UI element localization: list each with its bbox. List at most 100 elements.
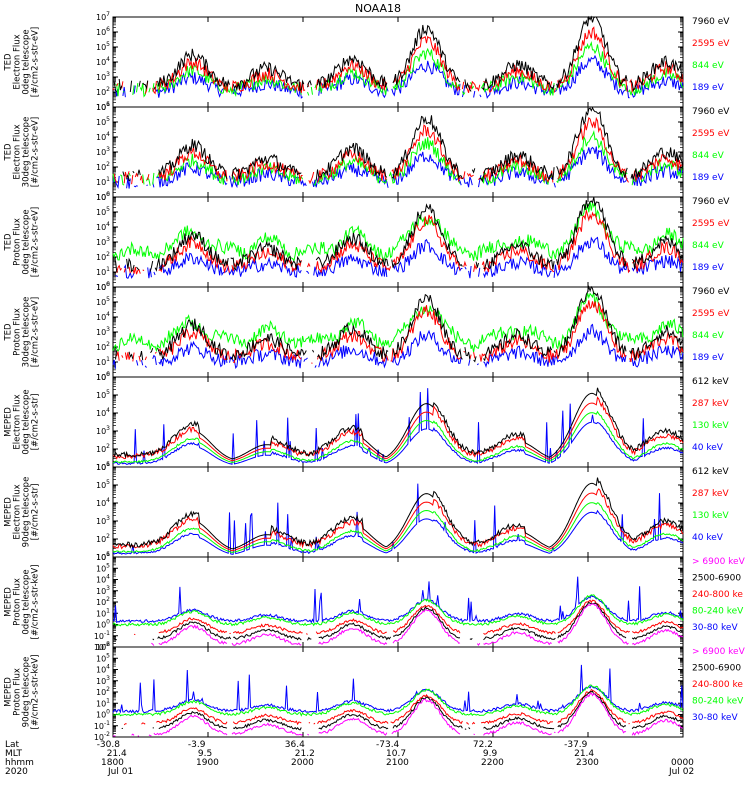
y-tick-label: 101 [96,697,110,708]
legend-entry: 2500-6900 [692,574,741,584]
y-tick-label: 101 [96,461,110,472]
y-axis-label: TEDElectron Flux30deg telescope[#/cm2-s-… [4,117,41,188]
series-trace [151,603,684,646]
lat-value: 36.4 [285,740,305,750]
series-trace [112,396,684,462]
legend-entry: 7960 eV [692,17,730,27]
panel-frame [112,646,684,738]
time-axis-row-label: Lat [5,740,20,750]
y-tick-label: 106 [96,281,110,292]
series-trace [113,116,684,185]
mlt-value: 21.2 [295,749,315,759]
legend-entry: 7960 eV [692,107,730,117]
series-trace [113,15,684,93]
series-trace [122,106,684,183]
legend-entry: 2500-6900 [692,664,741,674]
date-start: Jul 01 [107,767,133,777]
y-tick-label: 104 [96,56,110,67]
legend-entry: 240-800 ke [692,590,743,600]
y-tick-label: 104 [96,664,110,675]
mlt-value: 9.9 [483,749,498,759]
legend-entry: 130 keV [692,511,729,521]
legend-entry: 189 eV [692,263,725,273]
y-axis-label: TEDElectron Flux0deg telescope[#/cm2-s-s… [4,27,41,97]
series-trace [112,692,684,737]
legend-entry: 30-80 keV [692,713,738,723]
y-tick-label: 104 [96,131,110,142]
series-trace [112,684,684,717]
y-tick-label: 101 [96,607,110,618]
legend-entry: 2595 eV [692,129,730,139]
series-trace [112,594,684,627]
y-tick-label: 102 [96,533,110,544]
legend-entry: 189 eV [692,353,725,363]
y-tick-label: 100 [96,619,110,630]
y-tick-label: 105 [96,652,110,663]
legend-entry: 2595 eV [692,309,730,319]
series-trace [112,291,684,353]
legend-entry: 30-80 keV [692,623,738,633]
legend-entry: 287 keV [692,489,729,499]
panel-4: 100 101 102 103 104 105 106 TEDProton Flux30deg… [4,281,731,382]
y-tick-label: 101 [96,356,110,367]
date-end: Jul 02 [668,767,694,777]
legend-entry: 130 keV [692,421,729,431]
y-tick-label: 105 [96,389,110,400]
series-trace [112,146,684,189]
legend-entry: 612 keV [692,467,729,477]
panel-3: 100 101 102 103 104 105 106 TEDProton Flux0deg … [4,191,731,292]
y-tick-label: 102 [96,161,110,172]
y-tick-label: 102 [96,443,110,454]
series-trace [112,664,684,714]
y-tick-label: 102 [96,86,110,97]
legend-entry: 80-240 keV [692,607,744,617]
time-axis-row-label: 2020 [5,767,28,777]
y-tick-label: 105 [96,41,110,52]
legend-entry: > 6900 keV [692,557,746,567]
y-tick-label: 104 [96,407,110,418]
y-tick-label: 103 [96,675,110,686]
series-trace [112,477,684,550]
legend-entry: 80-240 keV [692,697,744,707]
y-tick-label: 105 [96,296,110,307]
y-tick-label: 101 [96,101,110,112]
legend-entry: 844 eV [692,331,725,341]
y-tick-label: 105 [96,116,110,127]
mlt-value: 21.4 [107,749,127,759]
series-trace [112,410,684,464]
y-tick-label: 102 [96,596,110,607]
y-tick-label: 103 [96,146,110,157]
series-trace [112,488,684,552]
hhmm-value: 1800 [101,758,124,768]
series-trace [115,197,684,273]
panel-2: 100 101 102 103 104 105 106 TEDElectron Flux30d… [4,101,731,202]
y-tick-label: 104 [96,497,110,508]
y-tick-label: 106 [96,371,110,382]
y-tick-label: 102 [96,251,110,262]
y-tick-label: 106 [96,551,110,562]
lat-value: 72.2 [473,740,493,750]
y-axis-label: MEPEDElectron Flux0deg telescope[#/cm2-s… [4,389,41,454]
y-tick-label: 101 [96,266,110,277]
legend-entry: 7960 eV [692,197,730,207]
y-tick-label: 101 [96,176,110,187]
legend-entry: 40 keV [692,533,724,543]
hhmm-value: 2100 [386,758,409,768]
legend-entry: 844 eV [692,151,725,161]
y-axis-label: MEPEDElectron Flux90deg telescope[#/cm2-… [4,477,41,548]
y-tick-label: 106 [96,191,110,202]
panel-1: 101 102 103 104 105 106 107 TEDElectron Flux0de… [4,11,731,112]
legend-entry: 189 eV [692,83,725,93]
y-tick-label: 101 [96,551,110,562]
legend-entry: 7960 eV [692,287,730,297]
legend-entry: 2595 eV [692,219,730,229]
series-trace [116,210,684,275]
y-tick-label: 10-1 [94,720,110,731]
series-trace [112,388,684,465]
series-trace [112,201,684,263]
y-tick-label: 102 [96,341,110,352]
panel-6: 101 102 103 104 105 106 MEPEDElectron Flux90de… [4,461,730,562]
series-trace [116,300,684,364]
